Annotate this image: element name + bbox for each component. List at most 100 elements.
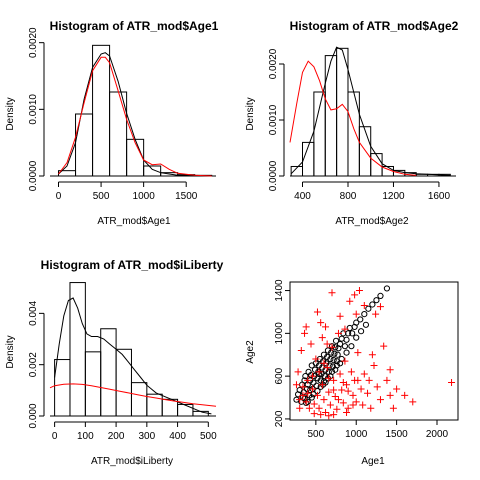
x-tick-label: 0 [56,191,62,202]
y-tick-label: 1000 [274,322,285,345]
scatter-point [359,401,367,409]
scatter-point [341,343,349,350]
histogram-bar [115,348,132,417]
histogram-bar [54,359,71,417]
density-curve [289,60,417,176]
scatter-point [326,401,334,409]
scatter-point [313,391,321,399]
x-tick-label: 1500 [175,191,198,202]
y-axis: 0.0000 0.0010 0.0020 [28,27,45,191]
scatter-point [331,350,338,357]
scatter-point [330,411,338,419]
scatter-point [330,356,337,364]
scatter-point [309,385,317,393]
scatter-point [294,368,302,376]
x-tick-label: 500 [93,191,110,202]
scatter-point [343,409,351,417]
y-tick-label: 0.0010 [28,94,39,125]
scatter-point [327,355,334,363]
x-tick-label: 1000 [133,191,156,202]
scatter-point [357,328,365,335]
y-axis-label: Density [5,97,16,130]
scatter-point [341,357,349,365]
scatter-point [332,337,340,344]
scatter-point [330,386,338,394]
scatter-point [315,368,323,376]
scatter-point [338,335,345,342]
scatter-point [310,410,318,418]
x-tick-label: 800 [340,191,357,202]
scatter-point [302,398,310,406]
scatter-point [341,325,349,333]
scatter-point [309,372,317,380]
scatter-point [370,361,378,369]
scatter-point [338,386,346,394]
x-axis-label: ATR_mod$Age1 [97,216,171,227]
y-axis: 200 600 1000 1400 [274,279,290,427]
scatter-point [365,376,373,384]
y-axis: 0.0000 0.0010 0.0020 [268,48,285,191]
scatter-point [322,409,330,417]
scatter-point [302,373,309,380]
scatter-point [362,321,370,328]
scatter-point [361,310,368,318]
scatter-point [364,389,372,397]
scatter-point [393,385,401,393]
scatter-point [367,404,375,412]
scatter-point [346,297,354,305]
panel-title: Histogram of ATR_mod$Age1 [50,19,219,33]
scatter-point [353,334,360,341]
scatter-point [386,391,394,399]
histogram-bar [100,328,117,417]
histogram-bars [54,282,209,417]
scatter-point [343,349,350,356]
x-tick-label: 0 [52,431,58,442]
histogram-bar [75,113,94,177]
y-tick-label: 1400 [274,279,285,302]
x-tick-label: 1500 [385,429,408,440]
scatter-point [310,400,318,408]
scatter-point [304,376,312,384]
panel-iliberty-histogram: Histogram of ATR_mod$iLiberty ATR_mod$iL… [5,258,224,467]
y-tick-label: 0.0010 [268,104,279,135]
histogram-bar [84,351,102,417]
scatter-point [307,340,315,348]
scatter-point [301,329,309,337]
scatter-point [331,392,339,400]
scatter-point [313,308,321,316]
histogram-bar [336,47,349,177]
scatter-point [376,303,384,311]
histogram-bar [370,153,383,177]
scatter-point [339,379,347,387]
scatter-point [305,404,313,412]
scatter-point [318,381,326,389]
x-axis: 0 500 1000 1500 [56,181,198,202]
y-tick-label: 0.000 [28,403,39,428]
x-axis-label: ATR_mod$iLiberty [91,456,173,467]
plot-area: 500 1000 1500 2000 200 600 1000 1400 [274,279,459,440]
scatter-point [312,355,320,363]
scatter-point [299,383,307,391]
scatter-point [360,302,368,310]
scatter-point [322,323,330,331]
scatter-point [328,349,335,356]
scatter-point [330,376,338,384]
histogram-bar [92,44,111,177]
scatter-point [317,411,325,419]
scatter-point [292,381,300,389]
scatter-point [334,351,341,358]
scatter-point [351,291,359,299]
scatter-point [365,305,372,312]
panel-age-scatter: Age1 Age2 500 1000 1500 2000 200 600 1000 1400 [245,279,459,467]
scatter-point [323,340,331,348]
x-axis: 0 100 200 300 400 500 [52,421,217,442]
histogram-bars [290,47,451,177]
panel-title: Histogram of ATR_mod$Age2 [290,19,459,33]
x-tick-label: 400 [294,191,311,202]
scatter-point [310,379,317,386]
scatter-point [346,324,353,332]
x-tick-label: 1200 [382,191,405,202]
plot-area: 0 500 1000 1500 0.0000 0.0010 0.0020 [28,27,216,202]
scatter-point [380,342,388,350]
scatter-point [325,374,333,382]
